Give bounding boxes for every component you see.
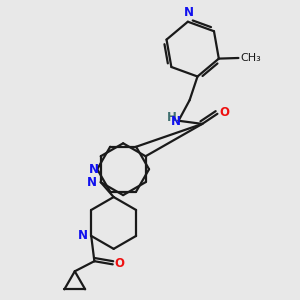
Text: O: O xyxy=(115,257,124,270)
Text: H: H xyxy=(167,111,176,124)
Text: N: N xyxy=(184,6,194,19)
Text: O: O xyxy=(219,106,229,119)
Text: N: N xyxy=(89,163,99,176)
Text: N: N xyxy=(87,176,97,189)
Text: CH₃: CH₃ xyxy=(240,53,261,63)
Text: N: N xyxy=(77,230,87,242)
Text: N: N xyxy=(171,115,181,128)
